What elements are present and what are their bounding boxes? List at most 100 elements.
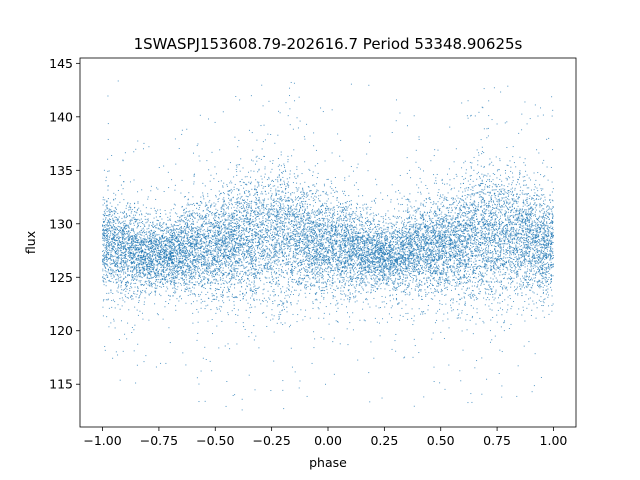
data-point <box>522 234 524 236</box>
data-point <box>532 248 534 250</box>
data-point <box>202 255 204 257</box>
data-point <box>176 238 177 240</box>
data-point <box>274 233 276 235</box>
data-point <box>400 260 402 262</box>
data-point <box>109 279 111 281</box>
data-point <box>416 253 418 255</box>
data-point <box>359 238 361 240</box>
data-point <box>539 250 541 252</box>
data-point <box>426 282 428 284</box>
data-point <box>263 204 265 206</box>
data-point <box>484 188 486 190</box>
data-point <box>505 211 507 213</box>
data-point <box>214 298 216 300</box>
data-point <box>506 278 508 280</box>
data-point <box>532 283 534 285</box>
data-point <box>129 232 131 234</box>
data-point <box>482 230 484 232</box>
data-point <box>368 240 370 242</box>
data-point <box>267 253 269 255</box>
data-point <box>209 246 211 248</box>
data-point <box>245 257 247 259</box>
data-point <box>232 253 234 255</box>
data-point <box>382 258 384 260</box>
data-point <box>486 237 488 239</box>
data-point <box>492 265 494 267</box>
data-point <box>385 249 387 251</box>
data-point <box>287 294 289 296</box>
data-point <box>356 208 358 210</box>
data-point <box>370 231 372 233</box>
data-point <box>182 261 184 263</box>
data-point <box>426 228 428 230</box>
data-point <box>379 279 381 281</box>
data-point <box>258 168 260 170</box>
data-point <box>315 201 317 203</box>
data-point <box>176 250 178 252</box>
data-point <box>457 273 459 275</box>
data-point <box>107 158 109 160</box>
data-point <box>277 214 279 216</box>
data-point <box>368 251 370 253</box>
data-point <box>322 282 324 284</box>
data-point <box>247 218 249 220</box>
data-point <box>361 257 363 259</box>
data-point <box>156 243 158 245</box>
data-point <box>323 292 325 294</box>
data-point <box>488 202 490 204</box>
data-point <box>551 220 553 222</box>
data-point <box>300 218 302 220</box>
data-point <box>537 263 539 265</box>
data-point <box>195 202 197 204</box>
data-point <box>402 255 404 257</box>
data-point <box>423 248 425 250</box>
data-point <box>420 259 422 261</box>
data-point <box>508 217 510 219</box>
data-point <box>177 238 179 240</box>
data-point <box>459 370 461 372</box>
data-point <box>534 241 536 243</box>
data-point <box>404 289 406 291</box>
data-point <box>376 261 378 263</box>
data-point <box>269 255 271 257</box>
data-point <box>350 200 352 202</box>
data-point <box>298 281 300 283</box>
data-point <box>298 278 300 280</box>
data-point <box>276 241 278 243</box>
data-point <box>494 245 496 247</box>
data-point <box>199 239 201 241</box>
data-point <box>265 218 267 220</box>
data-point <box>437 285 439 287</box>
data-point <box>238 201 240 203</box>
data-point <box>199 228 201 230</box>
data-point <box>103 256 105 258</box>
data-point <box>346 306 347 308</box>
data-point <box>396 238 398 240</box>
data-point <box>207 264 209 266</box>
data-point <box>272 231 274 233</box>
data-point <box>279 112 281 114</box>
data-point <box>470 258 472 260</box>
data-point <box>477 206 479 208</box>
data-point <box>542 236 544 238</box>
data-point <box>288 214 290 216</box>
data-point <box>413 278 415 280</box>
data-point <box>226 291 228 293</box>
data-point <box>536 241 538 243</box>
data-point <box>187 255 189 257</box>
data-point <box>445 220 447 222</box>
data-point <box>318 251 320 253</box>
data-point <box>225 211 227 213</box>
data-point <box>225 235 227 237</box>
data-point <box>493 87 495 89</box>
data-point <box>255 257 257 259</box>
data-point <box>443 216 445 218</box>
data-point <box>196 281 198 283</box>
data-point <box>215 224 217 226</box>
data-point <box>168 241 170 243</box>
data-point <box>312 222 314 224</box>
data-point <box>540 249 542 251</box>
data-point <box>170 280 172 282</box>
data-point <box>221 206 223 208</box>
data-point <box>550 259 552 261</box>
